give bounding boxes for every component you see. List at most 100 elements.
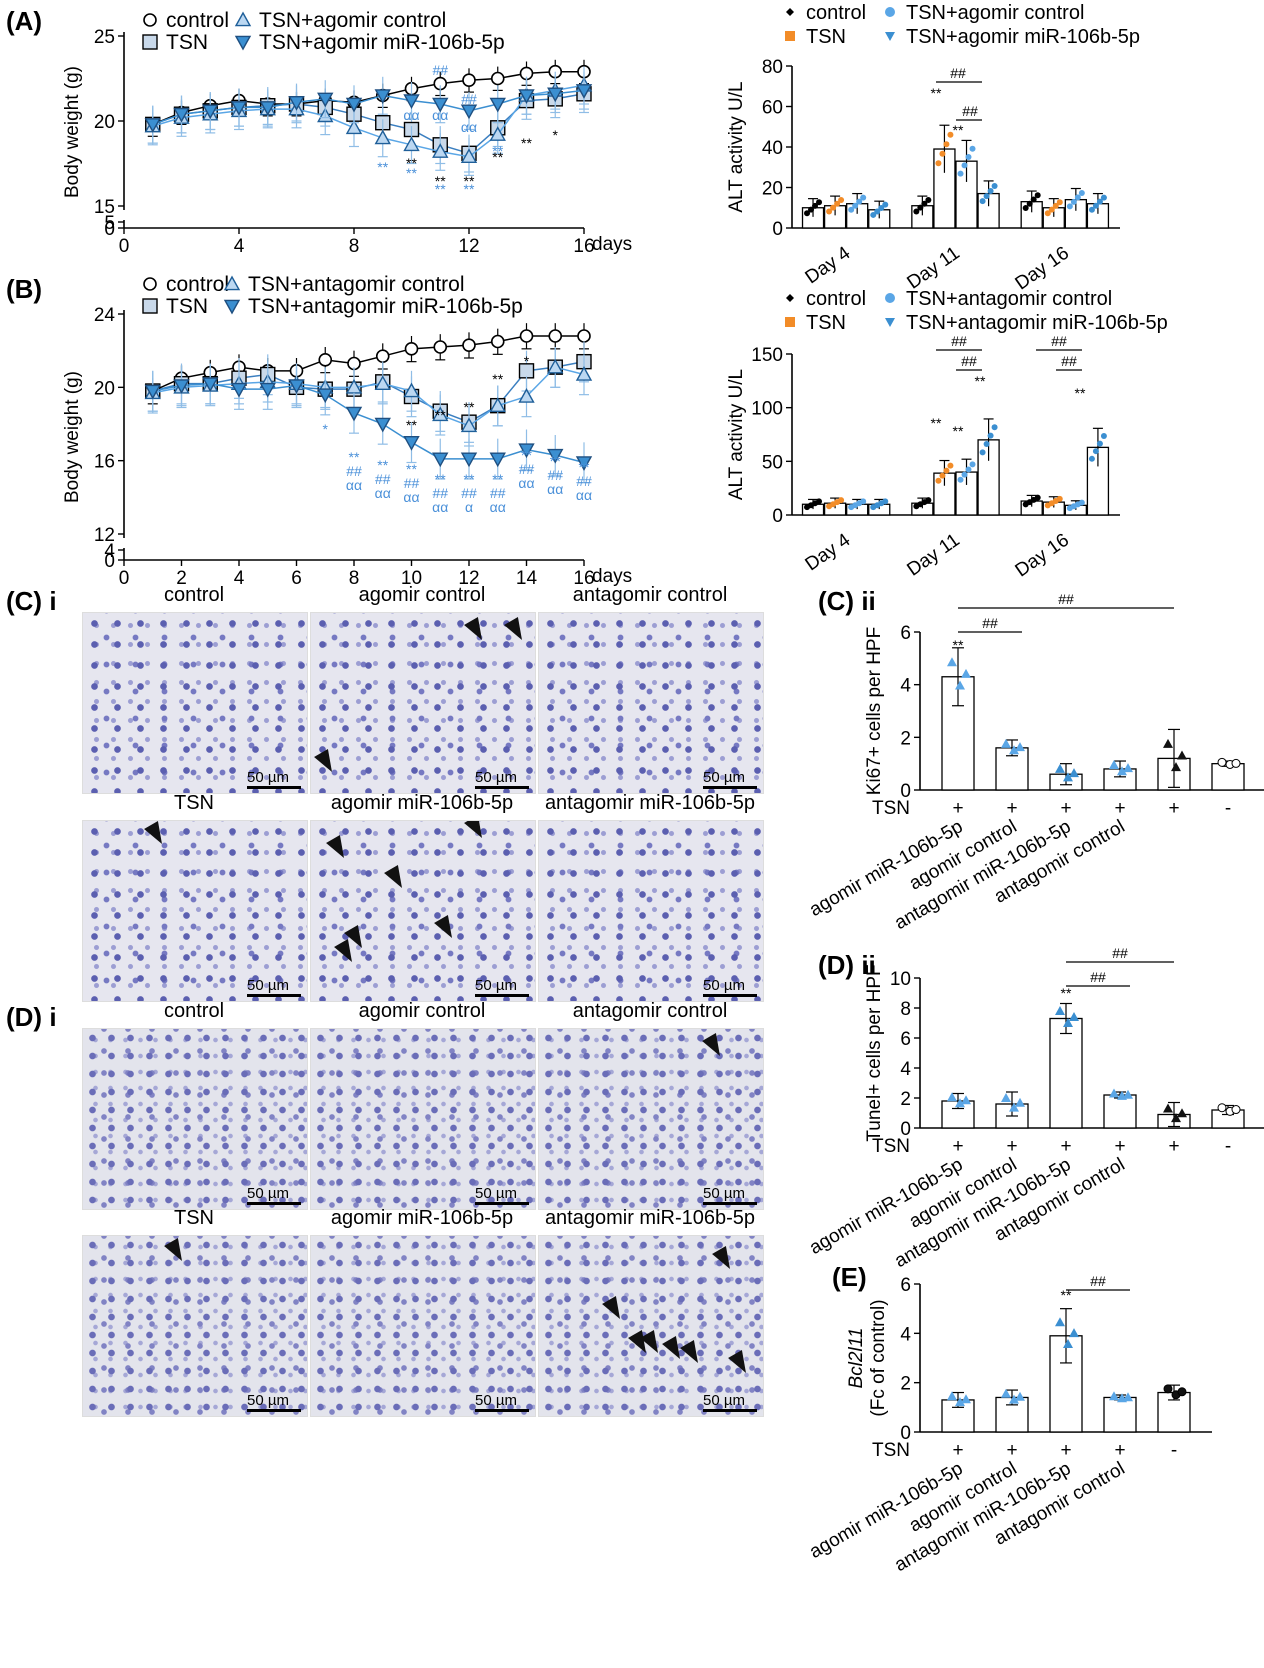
data-dot: [1009, 1102, 1019, 1112]
tsn-sign: +: [1114, 798, 1125, 819]
significance-mark: **: [953, 637, 964, 653]
data-point: [575, 456, 593, 471]
tsn-sign: +: [1006, 798, 1017, 819]
significance-mark: αα: [346, 477, 362, 493]
legend-marker: [786, 294, 794, 302]
y-tick-label: 6: [900, 1029, 911, 1050]
y-axis-label: Body weight (g): [62, 66, 83, 198]
data-point: [489, 126, 506, 141]
micrograph-title: antagomir miR-106b-5p: [544, 1207, 756, 1229]
y-axis-label: ALT activity U/L: [726, 81, 747, 212]
legend-marker: [142, 298, 158, 314]
y-tick-label: 8: [900, 999, 911, 1020]
data-point: [577, 329, 591, 343]
data-dot: [1069, 1012, 1079, 1021]
panel-label-e: (E): [832, 1262, 867, 1292]
y-tick-label: 25: [94, 27, 115, 48]
data-dot: [838, 497, 845, 504]
x-tick-label: 16: [573, 568, 594, 589]
data-dot: [870, 211, 877, 218]
tsn-sign: +: [1006, 1440, 1017, 1461]
data-point: [230, 101, 248, 116]
significance-mark: αα: [461, 119, 477, 135]
tsn-sign: +: [1060, 798, 1071, 819]
scale-bar-line: [247, 786, 301, 789]
micrograph-title: agomir miR-106b-5p: [330, 1207, 514, 1229]
data-dot: [848, 206, 855, 213]
data-point: [489, 397, 506, 412]
y-tick-label: 4: [900, 676, 911, 697]
data-dot: [1055, 1317, 1065, 1327]
legend-marker: [785, 317, 795, 327]
scale-bar: 50 µm: [247, 1185, 301, 1205]
scale-bar: 50 µm: [703, 769, 757, 789]
tsn-sign: +: [1114, 1440, 1125, 1461]
series-line-3: [152, 89, 585, 126]
data-dot: [957, 170, 964, 177]
data-point: [317, 388, 334, 404]
data-dot: [957, 476, 964, 483]
data-dot: [1056, 199, 1063, 206]
data-dot: [1034, 494, 1041, 501]
data-point: [374, 89, 391, 104]
data-point: [374, 375, 391, 390]
data-dot: [1088, 206, 1095, 213]
micrograph-image: 50 µm: [82, 612, 308, 794]
scale-bar-label: 50 µm: [703, 1185, 745, 1202]
tsn-row-label: TSN: [872, 798, 910, 819]
x-tick-label: 8: [349, 568, 360, 589]
significance-mark: αα: [490, 499, 506, 515]
data-point: [144, 118, 161, 133]
legend-marker: [234, 11, 252, 27]
scale-bar-line: [247, 1202, 301, 1205]
significance-mark: *: [524, 353, 530, 369]
data-point: [432, 97, 449, 113]
scale-bar-label: 50 µm: [703, 977, 745, 994]
legend-marker: [234, 35, 252, 51]
micrograph-image: 50 µm: [310, 612, 536, 794]
data-point: [403, 136, 420, 152]
data-point: [202, 377, 219, 393]
series-line-0: [152, 335, 584, 392]
significance-mark: **: [579, 459, 590, 475]
data-dot: [965, 466, 972, 473]
panel-label-dii: (D) ii: [818, 950, 876, 980]
y-tick-label: 20: [94, 378, 115, 399]
data-point: [547, 87, 564, 103]
data-point: [345, 97, 363, 113]
x-tick-label: 14: [516, 568, 538, 589]
y-axis-label: Tunel+ cells per HPF: [864, 964, 885, 1141]
micrograph-image: 50 µm: [82, 1235, 308, 1417]
data-dot: [1015, 1391, 1025, 1401]
legend-label: TSN+agomir control: [259, 9, 446, 32]
series-line-3: [152, 382, 585, 464]
x-tick-label: 12: [458, 568, 479, 589]
x-tick-label: 10: [401, 568, 422, 589]
significance-mark: ##: [982, 615, 998, 631]
significance-mark: **: [406, 165, 417, 181]
data-dot: [808, 206, 815, 213]
significance-mark: **: [492, 149, 503, 165]
x-tick-label: 0: [119, 236, 130, 257]
scale-bar-line: [703, 1202, 757, 1205]
tsn-sign: +: [952, 1440, 963, 1461]
scale-bar: 50 µm: [247, 769, 301, 789]
y-tick-label: 15: [94, 197, 115, 218]
y-tick-label: 50: [762, 452, 783, 473]
data-dot: [961, 162, 968, 169]
scale-bar-label: 50 µm: [247, 1185, 289, 1202]
scale-bar-line: [475, 786, 529, 789]
significance-mark: ##: [1112, 945, 1128, 961]
data-dot: [979, 449, 986, 456]
data-dot: [1123, 763, 1133, 773]
data-dot: [1078, 499, 1085, 506]
scale-bar-label: 50 µm: [475, 977, 517, 994]
y-tick-label: 0: [104, 219, 115, 240]
significance-mark: **: [435, 407, 446, 423]
data-point: [490, 71, 505, 86]
scale-bar-line: [703, 1409, 757, 1412]
data-dot: [1217, 757, 1227, 767]
data-dot: [955, 1098, 965, 1108]
significance-mark: ##: [519, 461, 535, 477]
significance-mark: **: [521, 447, 532, 463]
